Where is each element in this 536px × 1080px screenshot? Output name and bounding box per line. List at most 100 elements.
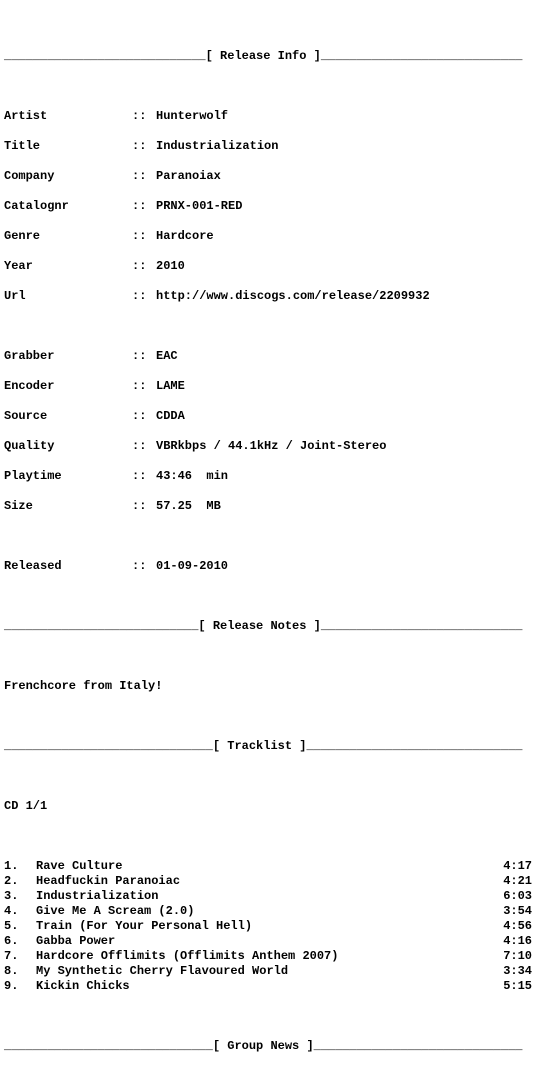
- label-size: Size: [4, 499, 132, 514]
- value-source: CDDA: [156, 409, 185, 424]
- track-duration: 4:16: [484, 934, 532, 949]
- row-catalognr: Catalognr:: PRNX-001-RED: [4, 199, 532, 214]
- sep: ::: [132, 139, 156, 154]
- value-encoder: LAME: [156, 379, 185, 394]
- label-year: Year: [4, 259, 132, 274]
- row-url: Url:: http://www.discogs.com/release/220…: [4, 289, 532, 304]
- row-grabber: Grabber:: EAC: [4, 349, 532, 364]
- track-number: 4.: [4, 904, 36, 919]
- label-title: Title: [4, 139, 132, 154]
- track-row: 4.Give Me A Scream (2.0)3:54: [4, 904, 532, 919]
- row-artist: Artist:: Hunterwolf: [4, 109, 532, 124]
- label-quality: Quality: [4, 439, 132, 454]
- row-size: Size:: 57.25 MB: [4, 499, 532, 514]
- track-row: 2.Headfuckin Paranoiac4:21: [4, 874, 532, 889]
- track-number: 1.: [4, 859, 36, 874]
- sep: ::: [132, 349, 156, 364]
- value-quality: VBRkbps / 44.1kHz / Joint-Stereo: [156, 439, 386, 454]
- row-source: Source:: CDDA: [4, 409, 532, 424]
- track-number: 9.: [4, 979, 36, 994]
- blank-line: [4, 649, 532, 664]
- track-duration: 3:54: [484, 904, 532, 919]
- sep: ::: [132, 409, 156, 424]
- cd-label: CD 1/1: [4, 799, 532, 814]
- row-title: Title:: Industrialization: [4, 139, 532, 154]
- value-title: Industrialization: [156, 139, 278, 154]
- track-title: My Synthetic Cherry Flavoured World: [36, 964, 484, 979]
- sep: ::: [132, 379, 156, 394]
- section-header-tracklist: _____________________________[ Tracklist…: [4, 739, 532, 754]
- value-artist: Hunterwolf: [156, 109, 228, 124]
- value-company: Paranoiax: [156, 169, 221, 184]
- blank-line: [4, 79, 532, 94]
- track-number: 7.: [4, 949, 36, 964]
- value-released: 01-09-2010: [156, 559, 228, 574]
- track-title: Give Me A Scream (2.0): [36, 904, 484, 919]
- value-grabber: EAC: [156, 349, 178, 364]
- blank-line: [4, 529, 532, 544]
- sep: ::: [132, 439, 156, 454]
- track-duration: 4:56: [484, 919, 532, 934]
- blank-line: [4, 709, 532, 724]
- track-duration: 4:17: [484, 859, 532, 874]
- track-title: Train (For Your Personal Hell): [36, 919, 484, 934]
- value-url: http://www.discogs.com/release/2209932: [156, 289, 430, 304]
- track-number: 2.: [4, 874, 36, 889]
- track-number: 5.: [4, 919, 36, 934]
- blank-line: [4, 769, 532, 784]
- blank-line: [4, 319, 532, 334]
- sep: ::: [132, 289, 156, 304]
- sep: ::: [132, 469, 156, 484]
- track-number: 6.: [4, 934, 36, 949]
- blank-line: [4, 1069, 532, 1080]
- row-quality: Quality:: VBRkbps / 44.1kHz / Joint-Ster…: [4, 439, 532, 454]
- value-catalognr: PRNX-001-RED: [156, 199, 242, 214]
- label-company: Company: [4, 169, 132, 184]
- label-catalognr: Catalognr: [4, 199, 132, 214]
- track-row: 7.Hardcore Offlimits (Offlimits Anthem 2…: [4, 949, 532, 964]
- track-row: 5.Train (For Your Personal Hell)4:56: [4, 919, 532, 934]
- sep: ::: [132, 199, 156, 214]
- label-encoder: Encoder: [4, 379, 132, 394]
- blank-line: [4, 1009, 532, 1024]
- label-artist: Artist: [4, 109, 132, 124]
- sep: ::: [132, 109, 156, 124]
- blank-line: [4, 829, 532, 844]
- track-title: Industrialization: [36, 889, 484, 904]
- track-row: 3.Industrialization6:03: [4, 889, 532, 904]
- track-row: 1.Rave Culture4:17: [4, 859, 532, 874]
- track-duration: 3:34: [484, 964, 532, 979]
- value-genre: Hardcore: [156, 229, 214, 244]
- label-genre: Genre: [4, 229, 132, 244]
- track-duration: 7:10: [484, 949, 532, 964]
- track-duration: 4:21: [484, 874, 532, 889]
- label-playtime: Playtime: [4, 469, 132, 484]
- track-title: Headfuckin Paranoiac: [36, 874, 484, 889]
- row-released: Released:: 01-09-2010: [4, 559, 532, 574]
- track-title: Hardcore Offlimits (Offlimits Anthem 200…: [36, 949, 484, 964]
- release-notes-text: Frenchcore from Italy!: [4, 679, 532, 694]
- value-size: 57.25 MB: [156, 499, 221, 514]
- value-year: 2010: [156, 259, 185, 274]
- sep: ::: [132, 559, 156, 574]
- row-encoder: Encoder:: LAME: [4, 379, 532, 394]
- section-header-group-news: _____________________________[ Group New…: [4, 1039, 532, 1054]
- sep: ::: [132, 499, 156, 514]
- track-title: Rave Culture: [36, 859, 484, 874]
- sep: ::: [132, 229, 156, 244]
- sep: ::: [132, 169, 156, 184]
- sep: ::: [132, 259, 156, 274]
- label-source: Source: [4, 409, 132, 424]
- row-playtime: Playtime:: 43:46 min: [4, 469, 532, 484]
- row-company: Company:: Paranoiax: [4, 169, 532, 184]
- track-row: 6.Gabba Power4:16: [4, 934, 532, 949]
- label-grabber: Grabber: [4, 349, 132, 364]
- track-row: 9.Kickin Chicks5:15: [4, 979, 532, 994]
- row-genre: Genre:: Hardcore: [4, 229, 532, 244]
- section-header-release-info: ____________________________[ Release In…: [4, 49, 532, 64]
- section-header-release-notes: ___________________________[ Release Not…: [4, 619, 532, 634]
- track-number: 3.: [4, 889, 36, 904]
- label-released: Released: [4, 559, 132, 574]
- track-number: 8.: [4, 964, 36, 979]
- track-duration: 6:03: [484, 889, 532, 904]
